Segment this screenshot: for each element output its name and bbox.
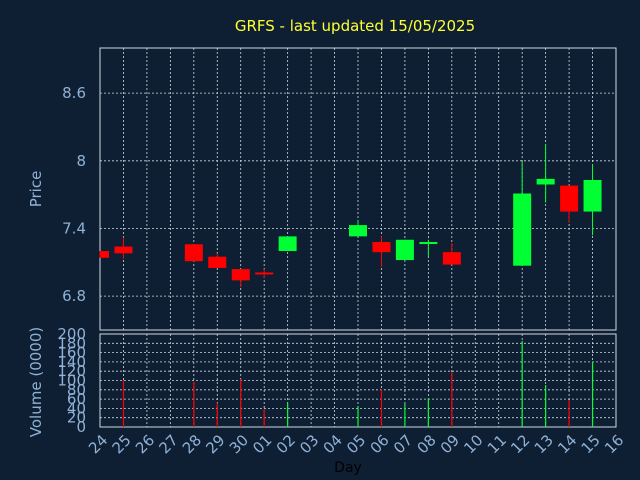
price-plot-frame	[99, 47, 617, 331]
candle	[99, 251, 109, 258]
candle	[231, 269, 250, 288]
price-y-tick-label: 7.4	[62, 219, 86, 237]
candle-body	[208, 256, 227, 268]
candle-body	[278, 236, 297, 252]
price-y-tick-labels: 6.8 7.4 8 8.6	[62, 84, 86, 305]
volume-y-tick-label: 40	[67, 399, 86, 417]
candle	[560, 185, 579, 223]
x-tick-label: 04	[320, 431, 346, 457]
x-tick-label: 08	[413, 431, 439, 457]
x-tick-label: 26	[132, 431, 158, 457]
candle	[442, 243, 461, 265]
x-tick-label: 29	[202, 431, 228, 457]
x-tick-label: 10	[460, 431, 486, 457]
chart-title: GRFS - last updated 15/05/2025	[235, 17, 475, 35]
candle-body	[513, 193, 532, 266]
candle-body	[100, 251, 109, 258]
x-tick-labels: 2425262728293001020304050607080910111213…	[85, 431, 627, 457]
candle	[513, 161, 532, 266]
price-y-tick-label: 8.6	[62, 84, 86, 102]
volume-y-tick-label: 80	[67, 381, 86, 399]
volume-y-tick-label: 60	[67, 390, 86, 408]
candle-body	[583, 179, 602, 212]
candle	[372, 236, 391, 267]
candle-body	[395, 239, 414, 261]
candle-body	[114, 246, 133, 254]
volume-y-tick-label: 120	[57, 362, 86, 380]
x-tick-label: 25	[109, 431, 135, 457]
volume-y-tick-label: 200	[57, 325, 86, 343]
x-tick-label: 05	[343, 431, 369, 457]
candle	[184, 244, 203, 262]
volume-y-tick-label: 100	[57, 372, 86, 390]
volume-bars	[122, 340, 594, 427]
x-tick-label: 01	[249, 431, 275, 457]
x-tick-label: 30	[226, 431, 252, 457]
candle	[208, 253, 227, 268]
volume-y-tick-label: 0	[76, 418, 86, 436]
candlesticks	[99, 143, 602, 288]
x-tick-label: 09	[437, 431, 463, 457]
candle	[395, 239, 414, 261]
candle	[114, 237, 133, 259]
volume-axis-label: Volume (0000)	[27, 327, 45, 437]
x-tick-label: 28	[179, 431, 205, 457]
x-axis-label: Day	[334, 460, 362, 476]
candle-body	[419, 242, 438, 245]
candle-body	[442, 252, 461, 265]
price-y-tick-label: 8	[76, 152, 86, 170]
price-y-tick-label: 6.8	[62, 287, 86, 305]
x-tick-label: 27	[155, 431, 181, 457]
volume-y-tick-label: 140	[57, 353, 86, 371]
x-tick-label: 11	[484, 431, 510, 457]
volume-y-tick-label: 180	[57, 334, 86, 352]
candle-body	[231, 269, 250, 281]
candle	[419, 239, 438, 257]
x-tick-label: 06	[367, 431, 393, 457]
x-tick-label: 24	[85, 431, 111, 457]
volume-y-tick-label: 20	[67, 409, 86, 427]
candle-body	[255, 272, 274, 275]
x-tick-label: 13	[531, 431, 557, 457]
candle-body	[372, 242, 391, 253]
candle-body	[536, 178, 555, 185]
volume-y-tick-label: 160	[57, 344, 86, 362]
candle-body	[349, 225, 367, 237]
price-axis-label: Price	[27, 171, 45, 208]
candle	[349, 220, 367, 237]
x-tick-label: 12	[507, 431, 533, 457]
candle-body	[560, 185, 579, 212]
candle	[583, 164, 602, 236]
candle-body	[184, 244, 203, 262]
x-tick-label: 02	[273, 431, 299, 457]
x-tick-label: 14	[554, 431, 580, 457]
price-panel: 6.8 7.4 8 8.6 Price	[27, 47, 617, 331]
x-tick-label: 16	[601, 431, 627, 457]
candle	[255, 269, 274, 279]
candle	[278, 236, 297, 252]
price-grid	[100, 48, 616, 330]
candle	[536, 143, 555, 203]
x-tick-label: 15	[578, 431, 604, 457]
x-tick-label: 03	[296, 431, 322, 457]
x-tick-label: 07	[390, 431, 416, 457]
